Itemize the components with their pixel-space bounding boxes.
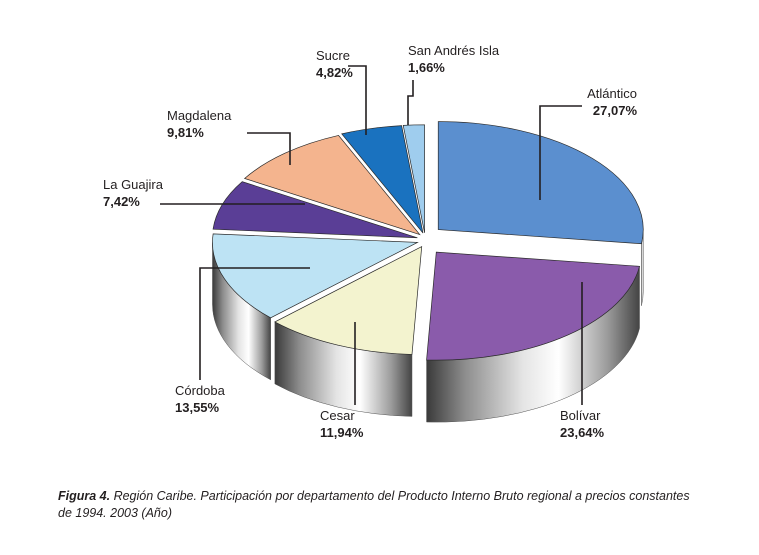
slice-value-la-guajira: 7,42% [103, 194, 140, 209]
slice-label-atlantico: Atlántico [587, 86, 637, 101]
figure-caption: Figura 4. Región Caribe. Participación p… [58, 488, 698, 522]
slice-label-sucre: Sucre [316, 48, 350, 63]
slice-label-cordoba: Córdoba [175, 383, 226, 398]
slice-label-bolivar: Bolívar [560, 408, 601, 423]
leader-line-magdalena [247, 132, 291, 165]
slice-san-andres-isla [402, 124, 425, 233]
slice-value-sucre: 4,82% [316, 65, 353, 80]
slice-label-cesar: Cesar [320, 408, 355, 423]
slice-sucre [341, 125, 424, 234]
leader-line-atlantico [539, 105, 582, 200]
slice-magdalena [243, 135, 421, 236]
slice-value-cesar: 11,94% [320, 425, 364, 440]
slice-value-san-andres-isla: 1,66% [408, 60, 445, 75]
slice-label-la-guajira: La Guajira [103, 177, 164, 192]
slice-value-magdalena: 9,81% [167, 125, 204, 140]
leader-line-sucre [348, 65, 367, 135]
slice-bolivar [426, 251, 640, 361]
pie-chart: Atlántico 27,07% Bolívar 23,64% Cesar 11,94% C… [103, 43, 644, 440]
slice-value-bolivar: 23,64% [560, 425, 605, 440]
slice-label-magdalena: Magdalena [167, 108, 232, 123]
leader-line-cordoba [199, 267, 310, 380]
figure-number: Figura 4. [58, 489, 111, 503]
slice-label-san-andres-isla: San Andrés Isla [408, 43, 500, 58]
slice-value-cordoba: 13,55% [175, 400, 220, 415]
slice-cesar [274, 245, 423, 355]
caption-text: Región Caribe. Participación por departa… [58, 489, 690, 520]
slice-cordoba [212, 233, 419, 319]
leader-line-san-andres-isla [407, 80, 414, 125]
slice-value-atlantico: 27,07% [593, 103, 638, 118]
